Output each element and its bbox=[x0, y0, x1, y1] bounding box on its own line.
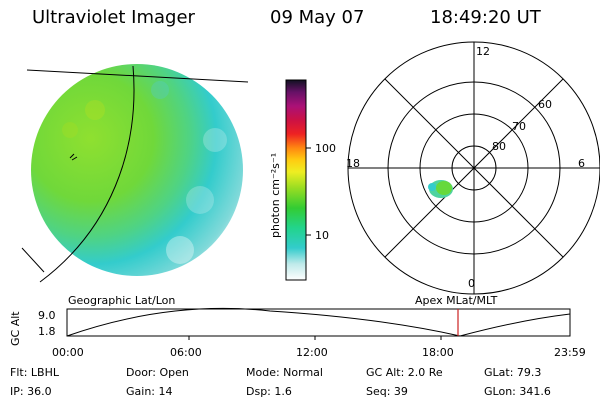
time-tick-1800: 18:00 bbox=[422, 346, 454, 359]
lat-label-60: 60 bbox=[538, 98, 552, 111]
mlt-label-6: 6 bbox=[578, 157, 585, 170]
status-gain: Gain: 14 bbox=[126, 385, 173, 398]
timeline-ytick-high: 9.0 bbox=[38, 309, 56, 322]
colorbar-tick-100: 100 bbox=[315, 142, 336, 155]
earth-disc bbox=[21, 64, 249, 283]
timeline-ytick-low: 1.8 bbox=[38, 325, 56, 338]
status-seq: Seq: 39 bbox=[366, 385, 408, 398]
status-dsp: Dsp: 1.6 bbox=[246, 385, 292, 398]
status-glon: GLon: 341.6 bbox=[484, 385, 551, 398]
timeline-left-title: Geographic Lat/Lon bbox=[68, 294, 176, 307]
lat-label-80: 80 bbox=[492, 140, 506, 153]
date-label: 09 May 07 bbox=[270, 7, 365, 28]
polar-plot bbox=[347, 41, 600, 295]
timeline-right-title: Apex MLat/MLT bbox=[415, 294, 498, 307]
status-ip: IP: 36.0 bbox=[10, 385, 52, 398]
mlt-label-0: 0 bbox=[468, 277, 475, 290]
colorbar-tick-10: 10 bbox=[315, 229, 329, 242]
status-glat: GLat: 79.3 bbox=[484, 366, 542, 379]
instrument-title: Ultraviolet Imager bbox=[32, 7, 195, 28]
status-door: Door: Open bbox=[126, 366, 189, 379]
timeline-ylabel: GC Alt bbox=[9, 311, 22, 346]
time-tick-1200: 12:00 bbox=[296, 346, 328, 359]
status-flt: Flt: LBHL bbox=[10, 366, 59, 379]
time-tick-0000: 00:00 bbox=[52, 346, 84, 359]
time-tick-2359: 23:59 bbox=[554, 346, 586, 359]
status-mode: Mode: Normal bbox=[246, 366, 323, 379]
time-tick-0600: 06:00 bbox=[170, 346, 202, 359]
mlt-label-18: 18 bbox=[346, 157, 360, 170]
time-label: 18:49:20 UT bbox=[430, 7, 541, 28]
altitude-timeline bbox=[66, 307, 571, 340]
lat-label-70: 70 bbox=[512, 120, 526, 133]
aurora-blob bbox=[428, 180, 453, 198]
colorbar-unit-label: photon cm⁻²s⁻¹ bbox=[269, 152, 282, 238]
mlt-label-12: 12 bbox=[476, 45, 490, 58]
colorbar bbox=[285, 79, 311, 281]
status-gc-alt: GC Alt: 2.0 Re bbox=[366, 366, 443, 379]
